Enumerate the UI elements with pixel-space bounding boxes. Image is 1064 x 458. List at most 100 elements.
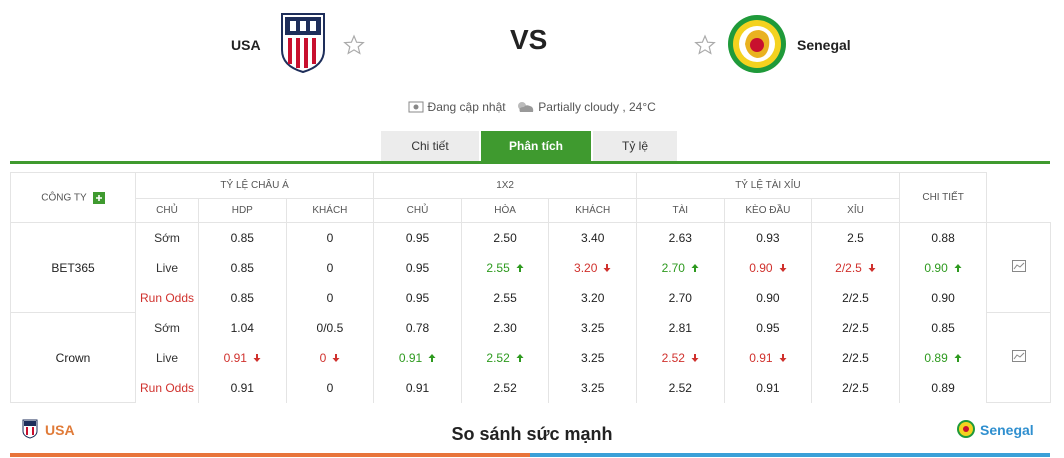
- away-logo-small: [957, 420, 975, 438]
- odds-value: 0.89: [931, 380, 955, 395]
- odds-cell: 2.52: [636, 342, 725, 373]
- tabs: Chi tiết Phân tích Tỷ lệ: [381, 131, 677, 161]
- odds-cell: 3.25: [548, 312, 637, 343]
- chart-icon[interactable]: [1011, 350, 1026, 362]
- odds-cell: 1.04: [198, 312, 287, 343]
- odds-cell: 0.90: [898, 252, 988, 283]
- odds-value: 2.63: [668, 230, 692, 245]
- tab-underline: [10, 161, 1050, 164]
- column-header: CHỦ: [373, 198, 462, 223]
- odds-cell: 2.70: [636, 282, 725, 313]
- odds-value: 0.91: [749, 350, 773, 365]
- tab[interactable]: Tỷ lệ: [593, 131, 677, 161]
- chart-icon[interactable]: [1011, 260, 1026, 272]
- odds-cell: 2.55: [460, 282, 550, 313]
- trend-down: [868, 263, 876, 272]
- column-header: TÀI: [636, 198, 725, 223]
- odds-cell: 2.52: [460, 372, 550, 403]
- odds-cell: 2.30: [460, 312, 550, 343]
- odds-value: 1.04: [230, 320, 254, 335]
- odds-value: 0.95: [405, 230, 430, 245]
- tab[interactable]: Phân tích: [481, 131, 591, 161]
- odds-cell: 0.95: [373, 282, 462, 313]
- row-label: Run Odds: [135, 282, 199, 313]
- odds-value: 0.90: [749, 260, 773, 275]
- odds-cell: 0.88: [898, 222, 988, 253]
- odds-cell: 3.20: [548, 282, 637, 313]
- trend-up: [428, 353, 436, 362]
- odds-cell: 2.70: [636, 252, 725, 283]
- odds-value: 2.55: [486, 260, 510, 275]
- row-label: Live: [135, 342, 199, 373]
- trend-up: [691, 263, 699, 272]
- odds-value: 0.91: [223, 350, 247, 365]
- odds-cell: 0.91: [373, 372, 462, 403]
- odds-value: 0.85: [230, 230, 254, 245]
- odds-cell: 3.20: [548, 252, 637, 283]
- odds-cell: 2.52: [460, 342, 550, 373]
- odds-cell: 0.90: [723, 282, 813, 313]
- odds-cell: 2.81: [636, 312, 725, 343]
- odds-value: 3.20: [581, 290, 605, 305]
- versus: VS: [510, 24, 548, 55]
- odds-cell: 3.25: [548, 372, 637, 403]
- trend-down: [691, 353, 699, 362]
- trend-up: [516, 353, 524, 362]
- detail-cell: [986, 222, 1051, 313]
- footer-away: Senegal: [980, 422, 1034, 438]
- odds-cell: 0: [285, 252, 375, 283]
- trend-down: [779, 263, 787, 272]
- odds-cell: 0.89: [898, 372, 988, 403]
- odds-cell: 0.91: [723, 372, 813, 403]
- column-header: XỈU: [811, 198, 900, 223]
- odds-value: 3.40: [581, 230, 605, 245]
- odds-value: 0.90: [756, 290, 780, 305]
- odds-value: 3.25: [581, 350, 605, 365]
- odds-row: Live 0.85 0 0.95 2.55 3.20 2.70 0.90 2/2.5 0.90: [11, 252, 1051, 283]
- odds-value: 2.52: [661, 350, 685, 365]
- odds-value: 0.78: [405, 320, 430, 335]
- odds-value: 0.95: [405, 260, 430, 275]
- tab[interactable]: Chi tiết: [381, 131, 479, 161]
- odds-row: Crown Sớm 1.04 0/0.5 0.78 2.30 3.25 2.81 0.95 2/2…: [10, 312, 1051, 403]
- row-label: Live: [135, 252, 199, 283]
- odds-cell: 2/2.5: [811, 312, 900, 343]
- trend-down: [332, 353, 340, 362]
- detail-header: CHI TIẾT: [898, 172, 988, 223]
- column-header: HÒA: [460, 198, 550, 223]
- odds-cell: 3.40: [548, 222, 637, 253]
- odds-cell: 2.50: [460, 222, 550, 253]
- group-header: TỶ LỆ CHÂU Á: [134, 172, 375, 199]
- odds-cell: 0.85: [198, 222, 287, 253]
- odds-cell: 0/0.5: [285, 312, 375, 343]
- row-label: Sớm: [135, 222, 199, 253]
- odds-value: 2.30: [493, 320, 517, 335]
- odds-cell: 2.52: [636, 372, 725, 403]
- footer-title: So sánh sức mạnh: [451, 424, 613, 444]
- odds-value: 0.91: [230, 380, 254, 395]
- odds-value: 2/2.5: [842, 320, 869, 335]
- odds-value: 3.25: [581, 320, 605, 335]
- odds-value: 2.70: [661, 260, 685, 275]
- odds-value: 2.50: [493, 230, 517, 245]
- odds-cell: 0: [285, 222, 375, 253]
- match-info: Đang cập nhật Partially cloudy , 24°C: [0, 99, 1064, 114]
- odds-cell: 0: [285, 282, 375, 313]
- odds-cell: 2/2.5: [811, 372, 900, 403]
- favorite-star[interactable]: [343, 34, 365, 56]
- footer-home: USA: [45, 422, 75, 438]
- odds-value: 0: [326, 380, 334, 395]
- odds-cell: 0.95: [373, 222, 462, 253]
- odds-cell: 2/2.5: [811, 342, 900, 373]
- odds-value: 0.91: [405, 380, 430, 395]
- add-company[interactable]: [92, 191, 105, 204]
- odds-cell: 2/2.5: [811, 282, 900, 313]
- detail-cell: [986, 312, 1051, 403]
- odds-value: 2.70: [668, 290, 692, 305]
- home-logo-small: [22, 419, 38, 439]
- odds-value: 3.20: [574, 260, 598, 275]
- odds-value: 2/2.5: [842, 290, 869, 305]
- favorite-star[interactable]: [694, 34, 716, 56]
- odds-row: Live 0.91 0 0.91 2.52 3.25 2.52 0.91 2/2.5 0.89: [11, 342, 1051, 373]
- odds-value: 0.90: [924, 260, 948, 275]
